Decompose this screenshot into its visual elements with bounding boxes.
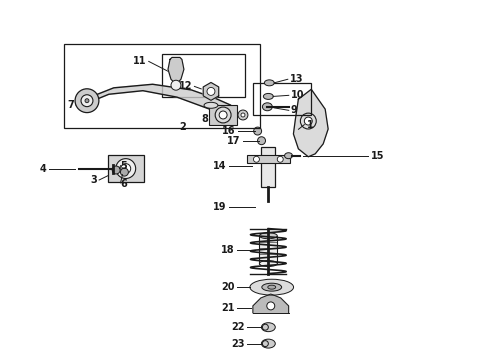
Circle shape <box>116 159 136 179</box>
Text: 15: 15 <box>371 151 385 161</box>
Text: 19: 19 <box>213 202 226 212</box>
Text: 17: 17 <box>227 136 240 146</box>
Bar <box>209 105 237 125</box>
Text: 7: 7 <box>67 100 74 110</box>
Circle shape <box>267 302 275 310</box>
Text: 3: 3 <box>91 175 97 185</box>
Circle shape <box>253 156 259 162</box>
Circle shape <box>238 110 248 120</box>
Circle shape <box>277 156 283 162</box>
Bar <box>253 83 311 115</box>
Circle shape <box>304 117 312 125</box>
Circle shape <box>121 168 128 176</box>
Text: 14: 14 <box>213 161 226 171</box>
Circle shape <box>81 95 93 107</box>
Polygon shape <box>87 84 230 119</box>
Ellipse shape <box>261 339 275 348</box>
Text: 10: 10 <box>291 90 304 100</box>
Text: 22: 22 <box>231 322 245 332</box>
Text: 21: 21 <box>221 303 234 313</box>
Polygon shape <box>203 82 219 100</box>
Ellipse shape <box>259 233 277 239</box>
Text: 20: 20 <box>221 282 234 292</box>
Bar <box>259 236 277 264</box>
Text: 13: 13 <box>290 74 303 84</box>
Polygon shape <box>294 89 328 157</box>
Circle shape <box>121 163 131 174</box>
Circle shape <box>75 89 99 113</box>
Circle shape <box>300 113 316 129</box>
Text: 9: 9 <box>291 105 297 115</box>
Ellipse shape <box>264 94 273 99</box>
Bar <box>64 44 260 128</box>
Text: 8: 8 <box>201 114 208 124</box>
Text: 4: 4 <box>40 164 47 174</box>
Circle shape <box>258 137 266 145</box>
Circle shape <box>112 166 120 174</box>
Circle shape <box>219 111 227 119</box>
Circle shape <box>241 113 245 117</box>
Text: 11: 11 <box>133 57 147 66</box>
Text: 18: 18 <box>220 245 234 255</box>
Text: 12: 12 <box>179 81 193 91</box>
Ellipse shape <box>262 283 282 291</box>
Polygon shape <box>253 294 289 313</box>
Ellipse shape <box>285 153 293 159</box>
Ellipse shape <box>268 285 276 289</box>
Circle shape <box>207 87 215 95</box>
Text: 16: 16 <box>222 126 235 136</box>
Bar <box>261 147 275 187</box>
Ellipse shape <box>250 279 294 295</box>
Ellipse shape <box>264 80 274 86</box>
Ellipse shape <box>261 323 275 332</box>
Circle shape <box>215 107 231 123</box>
Ellipse shape <box>204 102 218 108</box>
Bar <box>246 155 290 163</box>
Circle shape <box>171 80 181 90</box>
Text: 2: 2 <box>179 122 186 132</box>
Circle shape <box>254 127 262 135</box>
Text: 5: 5 <box>121 161 127 171</box>
Ellipse shape <box>263 103 272 111</box>
Circle shape <box>85 99 89 103</box>
Text: 1: 1 <box>307 120 314 130</box>
Ellipse shape <box>259 261 277 266</box>
Text: 6: 6 <box>121 179 127 189</box>
Bar <box>162 54 245 97</box>
Polygon shape <box>168 58 184 84</box>
Bar <box>108 155 144 183</box>
Text: 23: 23 <box>231 339 245 348</box>
